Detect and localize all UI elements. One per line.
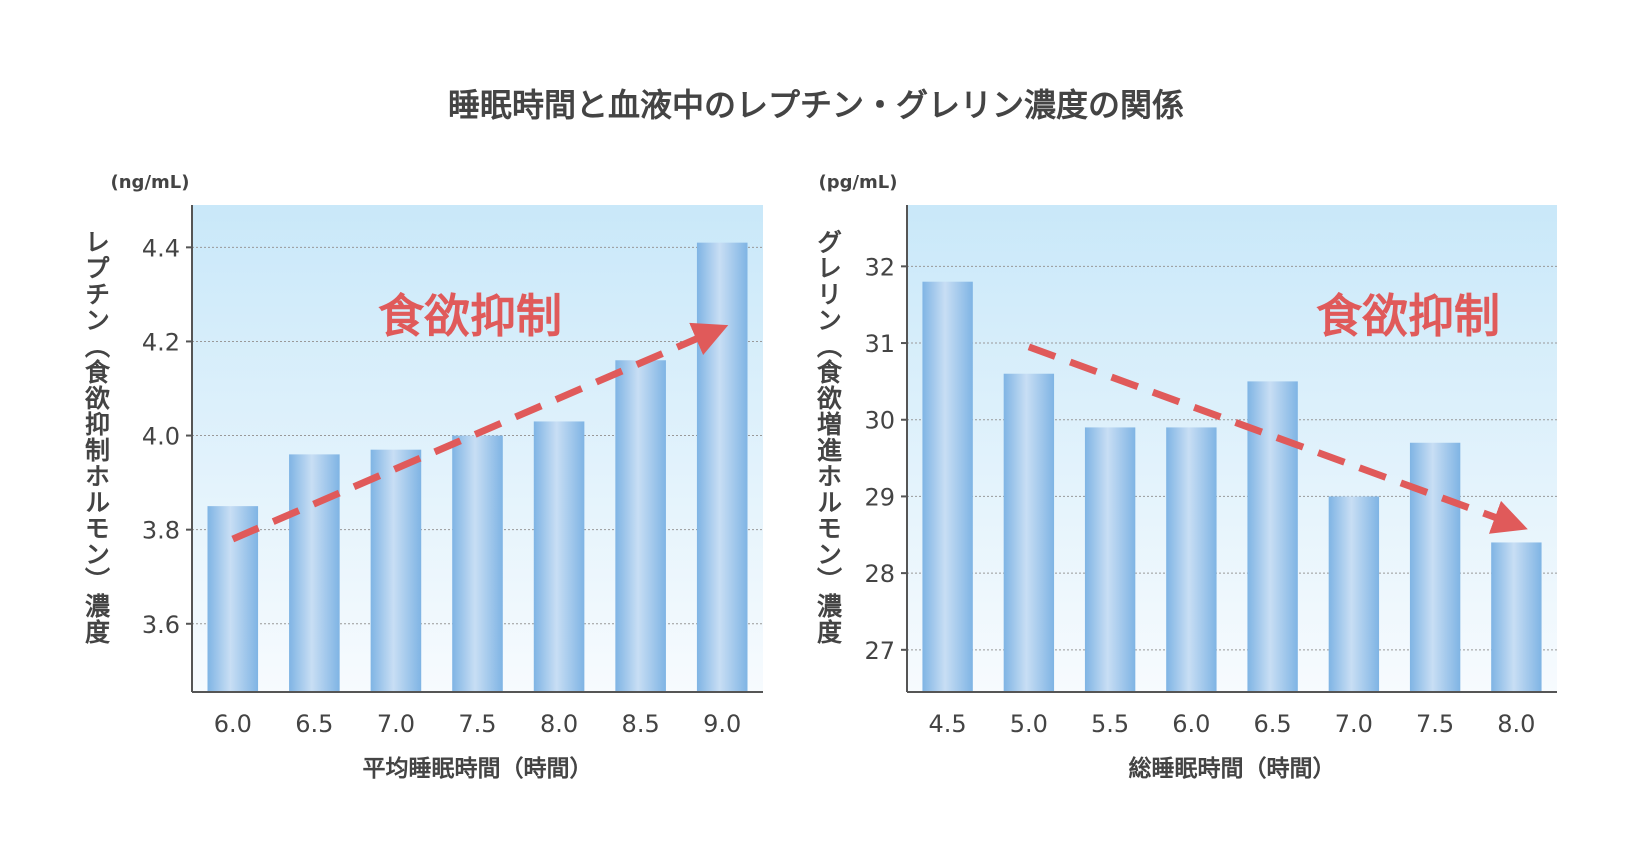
bar [696,242,748,692]
x-tick-label: 7.5 [1416,710,1454,738]
x-tick-label: 7.0 [377,710,415,738]
chart-title: 睡眠時間と血液中のレプチン・グレリン濃度の関係 [447,86,1184,124]
annotation-label: 食欲抑制 [1316,289,1500,343]
x-tick-label: 6.5 [295,710,333,738]
y-tick-label: 30 [864,407,895,435]
bar [922,281,973,692]
bar [1166,427,1217,692]
bar [370,449,422,692]
bar [533,421,585,692]
x-axis-label: 総睡眠時間（時間） [1129,755,1336,782]
y-axis-label: レプチン（食欲抑制ホルモン）濃度 [82,229,112,645]
y-tick-label: 3.8 [142,517,180,545]
y-tick-label: 31 [864,330,895,358]
bar [615,360,666,692]
bar [1084,427,1136,692]
annotation-label: 食欲抑制 [378,289,562,343]
chart-2: 27 28 29 30 31 32 4.5 5.0 5.5 6.0 6.5 7.0 7.5 8.0 総睡眠時… [814,172,1557,782]
x-tick-label: 9.0 [703,710,741,738]
y-axis-label: グレリン（食欲増進ホルモン）濃度 [814,229,844,645]
unit-label: (pg/mL) [818,172,897,193]
y-tick-label: 4.2 [142,328,180,356]
bar [1003,373,1055,692]
bar [1491,542,1542,692]
x-tick-label: 6.0 [214,710,252,738]
bar [1409,442,1461,692]
y-tick-label: 3.6 [142,611,180,639]
x-axis-label: 平均睡眠時間（時間） [363,755,593,782]
bar [289,454,340,692]
x-tick-label: 4.5 [929,710,967,738]
y-tick-label: 28 [864,560,895,588]
y-tick-label: 4.0 [142,423,180,451]
y-tick-label: 4.4 [142,234,180,262]
x-tick-label: 8.5 [622,710,660,738]
y-tick-label: 29 [864,483,895,511]
x-tick-label: 8.0 [1497,710,1535,738]
y-tick-label: 27 [864,637,895,665]
y-tick-label: 32 [864,253,895,281]
x-tick-label: 8.0 [540,710,578,738]
unit-label: (ng/mL) [111,172,190,193]
x-tick-label: 7.5 [458,710,496,738]
bar [1328,496,1380,692]
chart-1: 3.6 3.8 4.0 4.2 4.4 6.0 6.5 7.0 7.5 8.0 8.5 9.0 平均睡眠… [82,172,763,782]
x-tick-label: 5.0 [1010,710,1048,738]
x-tick-label: 6.5 [1254,710,1292,738]
x-tick-label: 6.0 [1172,710,1210,738]
bar [452,435,503,692]
x-tick-label: 5.5 [1091,710,1129,738]
x-tick-label: 7.0 [1335,710,1373,738]
